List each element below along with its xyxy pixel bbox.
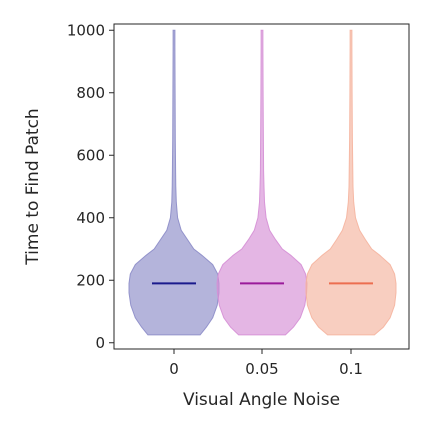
- y-tick-label: 200: [76, 271, 105, 289]
- y-tick-label: 1000: [67, 21, 105, 39]
- y-tick-label: 600: [76, 146, 105, 164]
- x-tick-label: 0.1: [339, 360, 363, 378]
- violin-0.1: [305, 29, 397, 336]
- y-tick-label: 800: [76, 84, 105, 102]
- violin-0.05: [216, 29, 308, 336]
- y-tick-label: 0: [95, 334, 105, 352]
- x-axis: 0 0.05 0.1: [169, 349, 363, 378]
- y-axis-label: Time to Find Patch: [23, 108, 43, 265]
- violin-0: [128, 29, 220, 336]
- x-tick-label: 0.05: [245, 360, 278, 378]
- x-axis-label: Visual Angle Noise: [183, 390, 340, 410]
- y-tick-label: 400: [76, 209, 105, 227]
- x-tick-label: 0: [169, 360, 179, 378]
- y-axis: 0 200 400 600 800 1000: [67, 21, 114, 352]
- violins: [128, 29, 397, 336]
